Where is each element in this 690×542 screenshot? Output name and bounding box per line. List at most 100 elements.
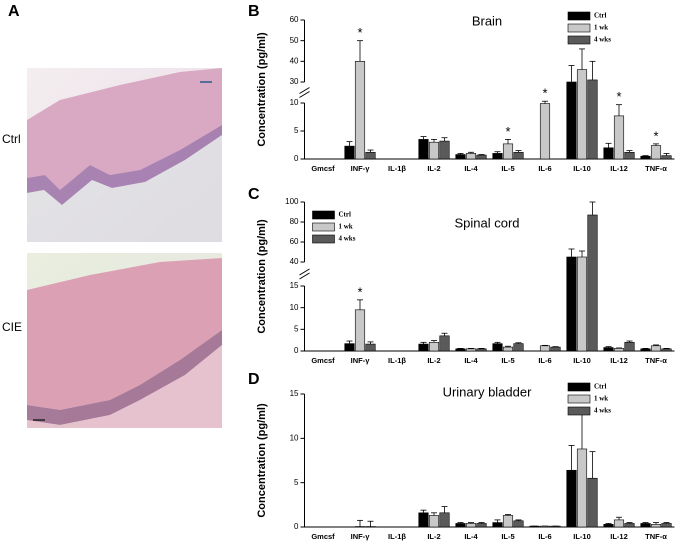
significance-mark: *	[653, 128, 658, 143]
bar	[418, 512, 429, 528]
legend-label: 1 wk	[594, 24, 608, 32]
bar	[428, 342, 440, 352]
x-tick-label: TNF-α	[645, 532, 667, 541]
legend-swatch	[567, 11, 591, 21]
legend-label: 1 wk	[339, 223, 353, 231]
x-tick-label: IL-5	[501, 164, 514, 173]
bar	[566, 469, 577, 528]
bar	[661, 348, 672, 352]
bar	[418, 139, 429, 160]
bar	[455, 348, 466, 352]
bar	[550, 525, 561, 528]
bar	[513, 343, 524, 352]
legend-swatch	[567, 382, 591, 392]
legend-swatch	[567, 23, 591, 33]
bar	[492, 153, 503, 160]
legend-label: Ctrl	[339, 211, 351, 219]
x-tick-label: IL-10	[573, 164, 591, 173]
y-tick-label: 40	[290, 257, 299, 266]
legend-swatch	[567, 35, 591, 45]
y-tick-label: 100	[285, 197, 299, 206]
bar	[439, 512, 450, 528]
y-tick-label: 40	[290, 56, 299, 65]
bar	[550, 346, 561, 352]
x-tick-label: IL-1β	[388, 532, 406, 541]
x-tick-label: IL-5	[501, 356, 514, 365]
x-tick-label: INF-γ	[351, 356, 371, 365]
x-tick-label: IL-4	[464, 164, 478, 173]
bar	[661, 155, 672, 160]
bar	[365, 343, 376, 352]
bar	[603, 347, 614, 352]
y-tick-label: 10	[290, 98, 299, 107]
y-tick-label: 5	[294, 478, 299, 487]
bar	[439, 140, 450, 160]
x-tick-label: IL-10	[573, 532, 591, 541]
bar	[566, 81, 577, 160]
bar	[529, 525, 540, 528]
x-tick-label: TNF-α	[645, 164, 667, 173]
x-tick-label: IL-1β	[388, 164, 406, 173]
x-tick-label: IL-4	[464, 532, 478, 541]
panel-label: B	[248, 3, 260, 20]
legend-label: Ctrl	[594, 383, 606, 391]
bar	[640, 348, 651, 352]
bar	[539, 525, 551, 528]
bar	[587, 79, 598, 160]
histology-ctrl	[27, 68, 222, 242]
y-tick-label: 0	[294, 522, 299, 531]
y-axis-label: Concentration (pg/ml)	[256, 403, 268, 518]
y-tick-label: 10	[290, 303, 299, 312]
bar	[428, 141, 440, 160]
bar	[439, 335, 450, 352]
legend-swatch	[312, 210, 335, 220]
legend-swatch	[567, 406, 591, 416]
bar	[650, 345, 662, 352]
bar	[603, 147, 614, 160]
bar	[502, 346, 514, 352]
bar	[566, 256, 577, 352]
bar	[576, 256, 588, 352]
x-tick-label: Gmcsf	[311, 356, 335, 365]
bar	[640, 523, 651, 528]
x-tick-label: Gmcsf	[311, 164, 335, 173]
bar	[513, 151, 524, 160]
chart-title: Urinary bladder	[443, 384, 533, 399]
legend-swatch	[312, 234, 335, 244]
bar	[539, 345, 551, 352]
image-label: CIE	[2, 320, 22, 334]
x-tick-label: IL-2	[427, 356, 440, 365]
x-tick-label: IL-10	[573, 356, 591, 365]
y-axis-label: Concentration (pg/ml)	[256, 219, 268, 334]
bar	[492, 343, 503, 352]
legend-label: Ctrl	[594, 12, 606, 20]
bar	[344, 343, 355, 352]
bar	[455, 154, 466, 160]
bar	[624, 151, 635, 160]
x-tick-label: IL-12	[610, 532, 628, 541]
chart-title: Spinal cord	[454, 215, 519, 230]
axis-break	[299, 91, 310, 98]
axis-break	[299, 87, 310, 94]
bar	[603, 524, 614, 528]
x-tick-label: IL-12	[610, 164, 628, 173]
bar	[650, 145, 662, 160]
y-tick-label: 80	[290, 217, 299, 226]
significance-mark: *	[542, 86, 547, 101]
x-tick-label: INF-γ	[351, 164, 371, 173]
significance-mark: *	[357, 25, 362, 40]
y-tick-label: 60	[290, 237, 299, 246]
y-tick-label: 5	[294, 126, 299, 135]
image-label: Ctrl	[2, 132, 21, 146]
bar	[513, 520, 524, 528]
legend-label: 4 wks	[339, 235, 356, 243]
bar	[465, 523, 477, 528]
y-tick-label: 50	[290, 36, 299, 45]
bar	[492, 522, 503, 528]
legend-label: 1 wk	[594, 395, 608, 403]
y-tick-label: 5	[294, 324, 299, 333]
bar	[365, 151, 376, 160]
legend-swatch	[567, 394, 591, 404]
bar	[624, 342, 635, 352]
